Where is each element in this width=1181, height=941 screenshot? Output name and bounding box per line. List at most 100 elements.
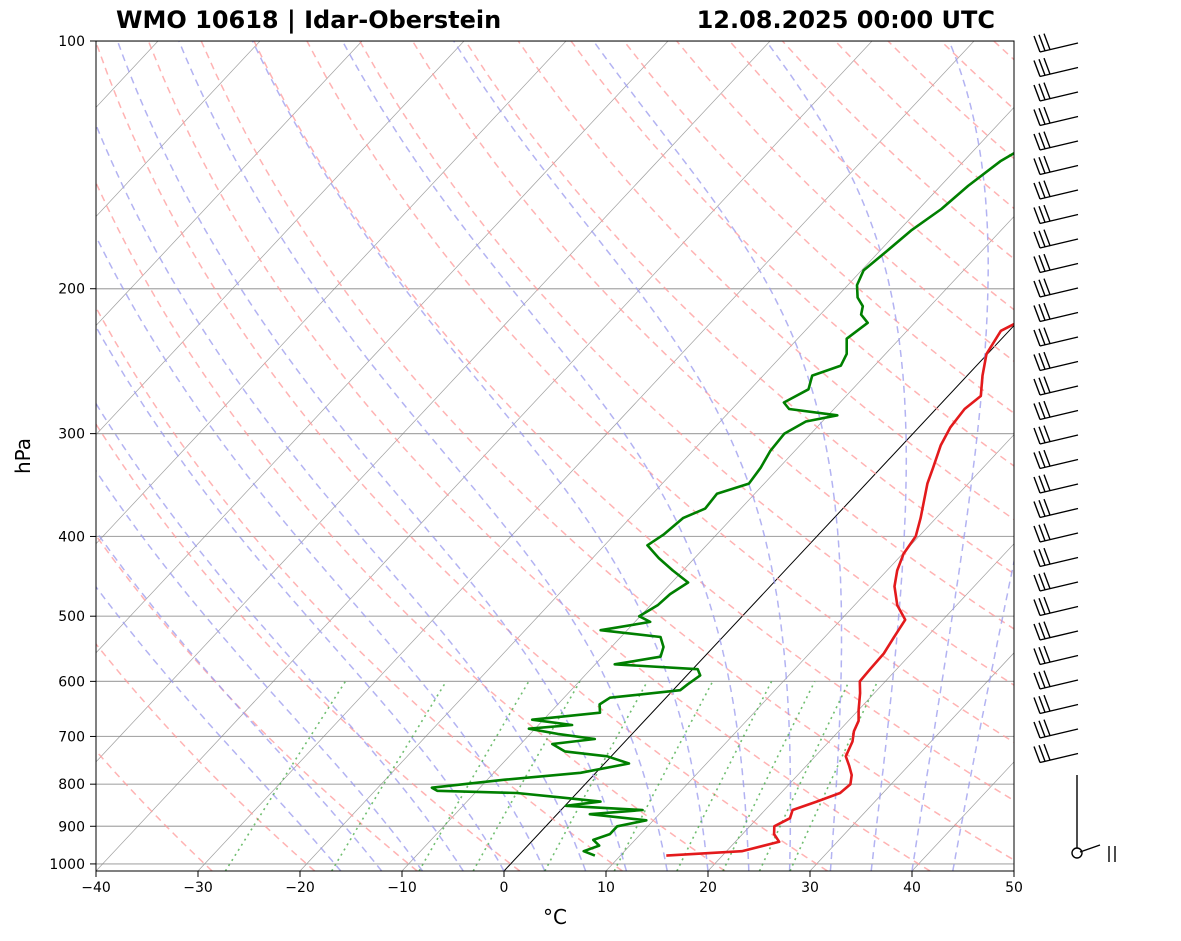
- barb-feather: [1043, 621, 1051, 638]
- barb-feather: [1043, 498, 1051, 516]
- moist-adiabat: [96, 122, 587, 871]
- barb-feather: [1043, 376, 1051, 393]
- wind-barb: [1033, 523, 1079, 543]
- barb-feather: [1043, 131, 1051, 148]
- moist-adiabat: [96, 402, 464, 871]
- isotherm-line: [197, 41, 975, 871]
- wind-barb: [1033, 694, 1079, 715]
- moist-adiabat: [911, 41, 989, 871]
- barb-feather: [1038, 34, 1046, 52]
- barb-feather: [1033, 182, 1041, 200]
- barb-feather: [1043, 743, 1051, 761]
- barb-feather: [1043, 596, 1051, 614]
- calm-wind-circle: [1071, 847, 1083, 859]
- barb-feather: [1038, 279, 1046, 297]
- dry-adiabat: [147, 41, 931, 871]
- dry-adiabat: [200, 41, 1014, 861]
- barb-feather: [1033, 623, 1041, 641]
- mixing-ratio-line: [472, 681, 581, 871]
- barb-feather: [1033, 476, 1041, 494]
- moist-adiabat: [96, 469, 424, 871]
- y-tick-label: 500: [58, 609, 85, 625]
- barb-feather: [1038, 132, 1046, 150]
- wind-barb: [1033, 425, 1079, 445]
- barb-feather: [1043, 57, 1051, 75]
- barb-staff: [1039, 66, 1079, 78]
- y-tick-label: 100: [58, 34, 85, 50]
- barb-feather: [1033, 256, 1041, 273]
- y-tick-label: 200: [58, 282, 85, 298]
- temperature-profile: [666, 322, 1014, 857]
- isotherm-line: [401, 215, 1014, 871]
- wind-barb: [1033, 498, 1079, 519]
- barb-staff: [1039, 679, 1079, 690]
- barb-staff: [1039, 630, 1079, 641]
- y-tick-label: 300: [58, 427, 85, 443]
- barb-feather: [1033, 133, 1041, 151]
- barb-feather: [1043, 572, 1051, 589]
- mixing-ratio-line: [331, 680, 447, 871]
- barb-feather: [1043, 106, 1051, 124]
- isotherm-line: [96, 41, 567, 545]
- wind-barb: [1033, 572, 1079, 592]
- barb-feather: [1033, 207, 1041, 224]
- barb-feather: [1043, 449, 1051, 467]
- barb-feather: [1033, 60, 1041, 77]
- barb-staff: [1039, 336, 1079, 347]
- wind-barb: [1033, 278, 1079, 298]
- barb-feather: [1043, 278, 1051, 295]
- moist-adiabat: [952, 558, 1014, 871]
- isotherm-line: [96, 41, 771, 763]
- date-title: 12.08.2025 00:00 UTC: [696, 6, 995, 34]
- barb-staff: [1039, 91, 1079, 102]
- barb-feather: [1038, 720, 1046, 738]
- barb-feather: [1043, 474, 1051, 491]
- isotherm-line: [1116, 41, 1181, 871]
- isotherm-line: [96, 41, 363, 327]
- wind-barb: [1033, 400, 1079, 421]
- isotherm-line: [299, 106, 1014, 871]
- barb-staff: [1039, 213, 1079, 225]
- wind-barb: [1033, 106, 1079, 127]
- wind-barb: [1033, 302, 1079, 323]
- wind-barb: [1033, 229, 1079, 249]
- x-tick-label: 40: [903, 880, 921, 896]
- barb-feather: [1043, 719, 1051, 736]
- dry-adiabat: [570, 41, 1014, 467]
- barb-feather: [1043, 670, 1051, 687]
- barb-feather: [1033, 648, 1041, 665]
- barb-staff: [1039, 189, 1079, 200]
- dry-adiabat: [993, 41, 1014, 61]
- mixing-ratio-line: [758, 681, 850, 871]
- moist-adiabat: [116, 41, 628, 871]
- dry-adiabat: [1047, 41, 1181, 871]
- barb-feather: [1043, 180, 1051, 197]
- barb-staff: [1039, 385, 1079, 396]
- barb-feather: [1033, 231, 1041, 249]
- barb-feather: [1038, 304, 1046, 321]
- barb-feather: [1033, 109, 1041, 126]
- barb-feather: [1043, 253, 1051, 271]
- barb-feather: [1033, 403, 1041, 420]
- barb-feather: [1033, 697, 1041, 714]
- wind-barb: [1033, 743, 1079, 764]
- dry-adiabat: [411, 41, 1014, 630]
- moist-adiabat: [96, 585, 342, 871]
- barb-feather: [1033, 721, 1041, 739]
- barb-feather: [1038, 426, 1046, 444]
- barb-feather: [1038, 83, 1046, 101]
- barb-staff: [1039, 556, 1079, 568]
- plot-frame: [95, 40, 1015, 872]
- barb-feather: [1033, 354, 1041, 371]
- mixing-ratio-line: [722, 681, 816, 871]
- barb-feather: [1033, 329, 1041, 347]
- barb-staff: [1039, 164, 1079, 176]
- dry-adiabat: [359, 41, 1014, 687]
- barb-staff: [1039, 483, 1079, 494]
- barb-staff: [1039, 532, 1079, 543]
- x-tick-label: 10: [597, 880, 615, 896]
- wind-barb: [1033, 82, 1079, 102]
- barb-staff: [1039, 728, 1079, 739]
- barb-staff: [1039, 752, 1079, 764]
